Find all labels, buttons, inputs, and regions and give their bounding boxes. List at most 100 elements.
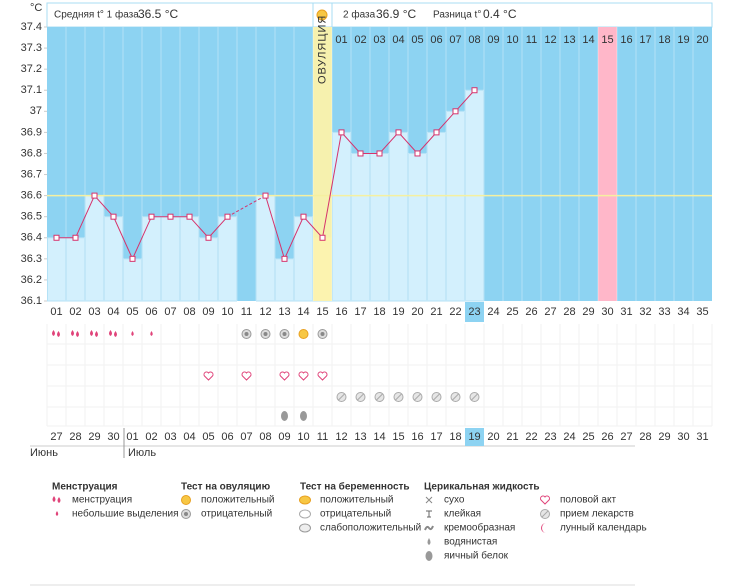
date-label: 11 (317, 431, 328, 443)
date-label: 10 (297, 431, 309, 443)
temp-point (433, 129, 440, 136)
legend-title: Тест на овуляцию (181, 482, 271, 493)
x-tick-label: 07 (164, 306, 176, 318)
icon (317, 371, 328, 381)
x-tick-label: 35 (696, 306, 708, 318)
luteal-day: 09 (487, 34, 499, 46)
legend-label: небольшие выделения (72, 508, 179, 520)
temp-bar (218, 216, 237, 302)
date-label: 13 (354, 431, 366, 443)
luteal-day: 12 (544, 34, 556, 46)
icon (150, 331, 153, 336)
icon (425, 551, 433, 561)
x-tick-label: 15 (316, 306, 328, 318)
date-label: 05 (202, 431, 214, 443)
x-tick-label: 30 (601, 306, 613, 318)
x-tick-label: 14 (297, 306, 309, 318)
temp-point (452, 108, 459, 115)
symptom-icon (431, 392, 442, 402)
date-label: 30 (677, 431, 689, 443)
icon (281, 411, 288, 421)
symptom-icon (52, 330, 60, 337)
icon (298, 371, 309, 381)
temp-bar (161, 216, 180, 302)
legend-label: положительный (320, 495, 393, 506)
temp-line (56, 194, 228, 261)
y-tick-label: 37.4 (21, 21, 42, 33)
date-label: 27 (50, 431, 62, 443)
icon (471, 393, 478, 401)
icon (541, 523, 546, 533)
luteal-day: 20 (696, 34, 708, 46)
date-label: 21 (506, 431, 518, 443)
x-tick-label: 19 (392, 306, 404, 318)
x-tick-label: 08 (183, 306, 195, 318)
luteal-day: 01 (335, 34, 347, 46)
date-label: 25 (582, 431, 594, 443)
symptom-icon (298, 371, 309, 381)
luteal-day: 07 (449, 34, 461, 46)
temp-point (319, 234, 326, 241)
icon (90, 330, 98, 337)
temp-bar (351, 152, 370, 302)
luteal-day: 16 (620, 34, 632, 46)
icon (241, 371, 252, 381)
x-tick-label: 26 (525, 306, 537, 318)
x-tick-label: 20 (411, 306, 423, 318)
date-label: 06 (221, 431, 233, 443)
temp-point (186, 213, 193, 220)
icon (541, 510, 549, 518)
temp-point (338, 129, 345, 136)
x-tick-label: 24 (487, 306, 499, 318)
temp-point (91, 192, 98, 199)
icon (414, 393, 421, 401)
luteal-day: 14 (582, 34, 594, 46)
symptom-icon (298, 329, 309, 339)
luteal-day: 17 (639, 34, 651, 46)
date-label: 20 (487, 431, 499, 443)
icon (279, 371, 290, 381)
symptom-icon (450, 392, 461, 402)
x-tick-label: 12 (259, 306, 271, 318)
temp-bar (370, 152, 389, 302)
x-tick-label: 13 (278, 306, 290, 318)
date-label: 08 (259, 431, 271, 443)
x-tick-label: 17 (354, 306, 366, 318)
luteal-day: 10 (506, 34, 518, 46)
icon (425, 496, 433, 504)
legend-label: положительный (201, 495, 274, 506)
header-box (46, 2, 713, 28)
x-tick-label: 06 (145, 306, 157, 318)
legend-icon (425, 551, 433, 561)
legend-icon (427, 538, 431, 545)
symptom-icon (150, 331, 153, 336)
x-tick-label: 23 (468, 306, 480, 318)
icon (320, 332, 325, 336)
legend-label: отрицательный (201, 509, 272, 520)
symptom-icon (131, 331, 134, 336)
temp-point (281, 255, 288, 262)
icon (131, 331, 134, 336)
temp-bar (47, 237, 66, 302)
symptom-icon (260, 329, 271, 339)
date-label: 12 (335, 431, 347, 443)
legend-label: водянистая (444, 537, 497, 548)
temp-bar (123, 258, 142, 302)
icon (427, 538, 431, 545)
date-label: 17 (430, 431, 442, 443)
legend-icon (181, 495, 191, 505)
icon (184, 512, 188, 516)
icon (299, 509, 311, 519)
y-tick-label: 36.7 (21, 168, 42, 180)
date-label: 23 (544, 431, 556, 443)
legend-icon (181, 509, 191, 519)
y-tick-label: 36.8 (21, 147, 42, 159)
symptom-icon (393, 392, 404, 402)
icon (52, 496, 61, 503)
x-tick-label: 27 (544, 306, 556, 318)
date-label: 03 (164, 431, 176, 443)
date-label: 24 (563, 431, 575, 443)
temp-bar (85, 195, 104, 302)
legend-icon (424, 525, 434, 531)
